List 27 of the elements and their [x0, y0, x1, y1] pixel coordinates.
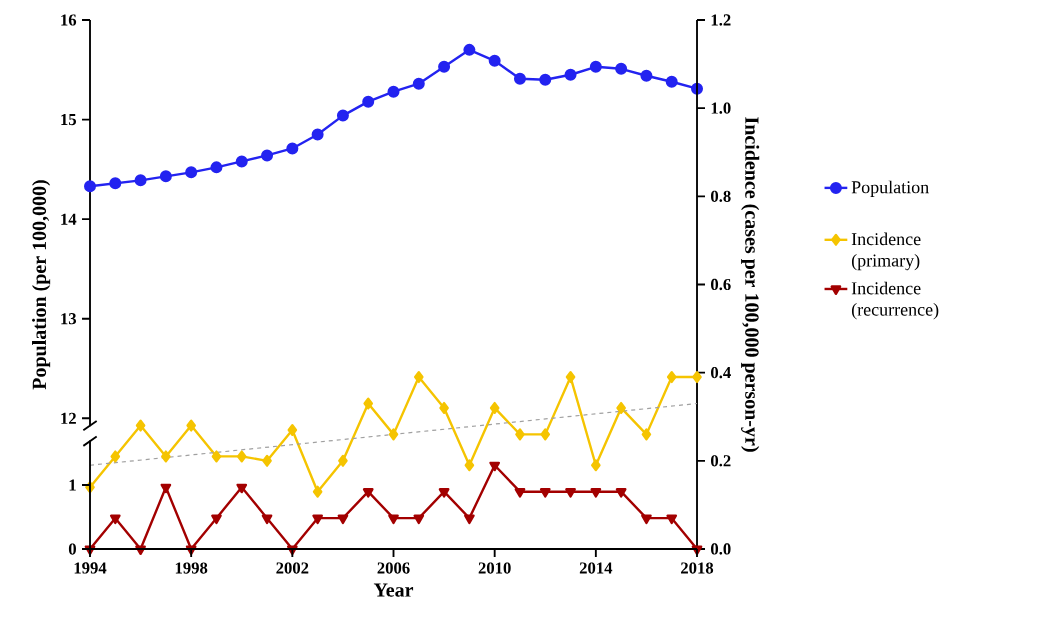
- legend-label: Incidence (recurrence): [851, 281, 939, 320]
- y2-axis-title: Incidence (cases per 100,000 person-yr): [741, 117, 760, 452]
- y-tick-label: 14: [61, 213, 77, 225]
- y-tick-label: 16: [61, 14, 77, 26]
- x-tick-label: 1998: [175, 562, 208, 574]
- y-axis-title: Population (per 100,000): [32, 180, 51, 390]
- y-tick-label: 1: [69, 479, 76, 491]
- y2-tick-label: 0.8: [711, 190, 731, 202]
- y2-tick-label: 0.2: [711, 455, 731, 467]
- legend-label: Incidence (primary): [851, 232, 921, 271]
- y-tick-label: 0: [68, 543, 76, 555]
- x-tick-label: 2002: [276, 562, 309, 574]
- x-tick-label: 2010: [478, 562, 511, 574]
- y2-tick-label: 0.0: [711, 543, 731, 555]
- y2-tick-label: 0.6: [711, 278, 731, 291]
- x-tick-label: 2018: [681, 562, 714, 574]
- x-axis-title: Year: [373, 583, 414, 597]
- y-tick-label: 15: [61, 113, 77, 126]
- x-tick-label: 1994: [74, 562, 107, 574]
- y2-tick-label: 0.4: [711, 367, 731, 379]
- y2-tick-label: 1.2: [711, 14, 731, 26]
- y-tick-label: 12: [61, 412, 76, 424]
- x-tick-label: 2006: [377, 562, 410, 574]
- y-tick-label: 13: [61, 313, 77, 325]
- legend-label: Population: [851, 180, 929, 197]
- x-tick-label: 2014: [579, 562, 613, 574]
- y2-tick-label: 1.0: [711, 102, 731, 114]
